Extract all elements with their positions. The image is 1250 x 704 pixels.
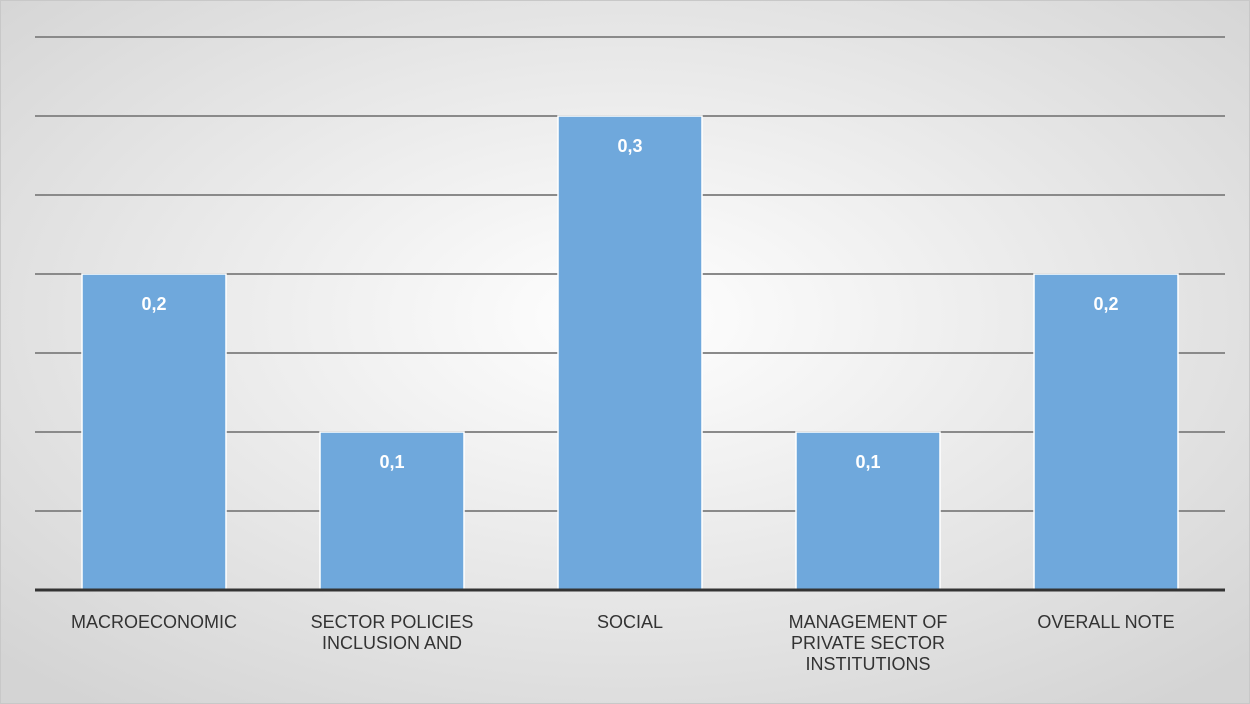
x-tick-label: MACROECONOMIC bbox=[71, 612, 237, 632]
label-line: MANAGEMENT OF bbox=[789, 612, 948, 632]
x-tick-label: SOCIAL bbox=[597, 612, 663, 632]
label-line: MACROECONOMIC bbox=[71, 612, 237, 632]
label-line: SOCIAL bbox=[597, 612, 663, 632]
x-tick-label: OVERALL NOTE bbox=[1037, 612, 1174, 632]
bar bbox=[1033, 273, 1179, 591]
data-label: 0,2 bbox=[1093, 294, 1118, 314]
label-line: INSTITUTIONS bbox=[806, 654, 931, 674]
bar bbox=[319, 431, 465, 591]
label-line: INCLUSION AND bbox=[322, 633, 462, 653]
x-tick-label: SECTOR POLICIES INCLUSION AND bbox=[311, 612, 474, 653]
x-tick-label: MANAGEMENT OF PRIVATE SECTOR INSTITUTIONS bbox=[789, 612, 948, 674]
data-label: 0,1 bbox=[379, 452, 404, 472]
label-line: PRIVATE SECTOR bbox=[791, 633, 945, 653]
bar bbox=[795, 431, 941, 591]
bar bbox=[81, 273, 227, 591]
label-line: OVERALL NOTE bbox=[1037, 612, 1174, 632]
label-line: SECTOR POLICIES bbox=[311, 612, 474, 632]
data-label: 0,2 bbox=[141, 294, 166, 314]
bar bbox=[557, 115, 703, 591]
data-label: 0,1 bbox=[855, 452, 880, 472]
data-label: 0,3 bbox=[617, 136, 642, 156]
